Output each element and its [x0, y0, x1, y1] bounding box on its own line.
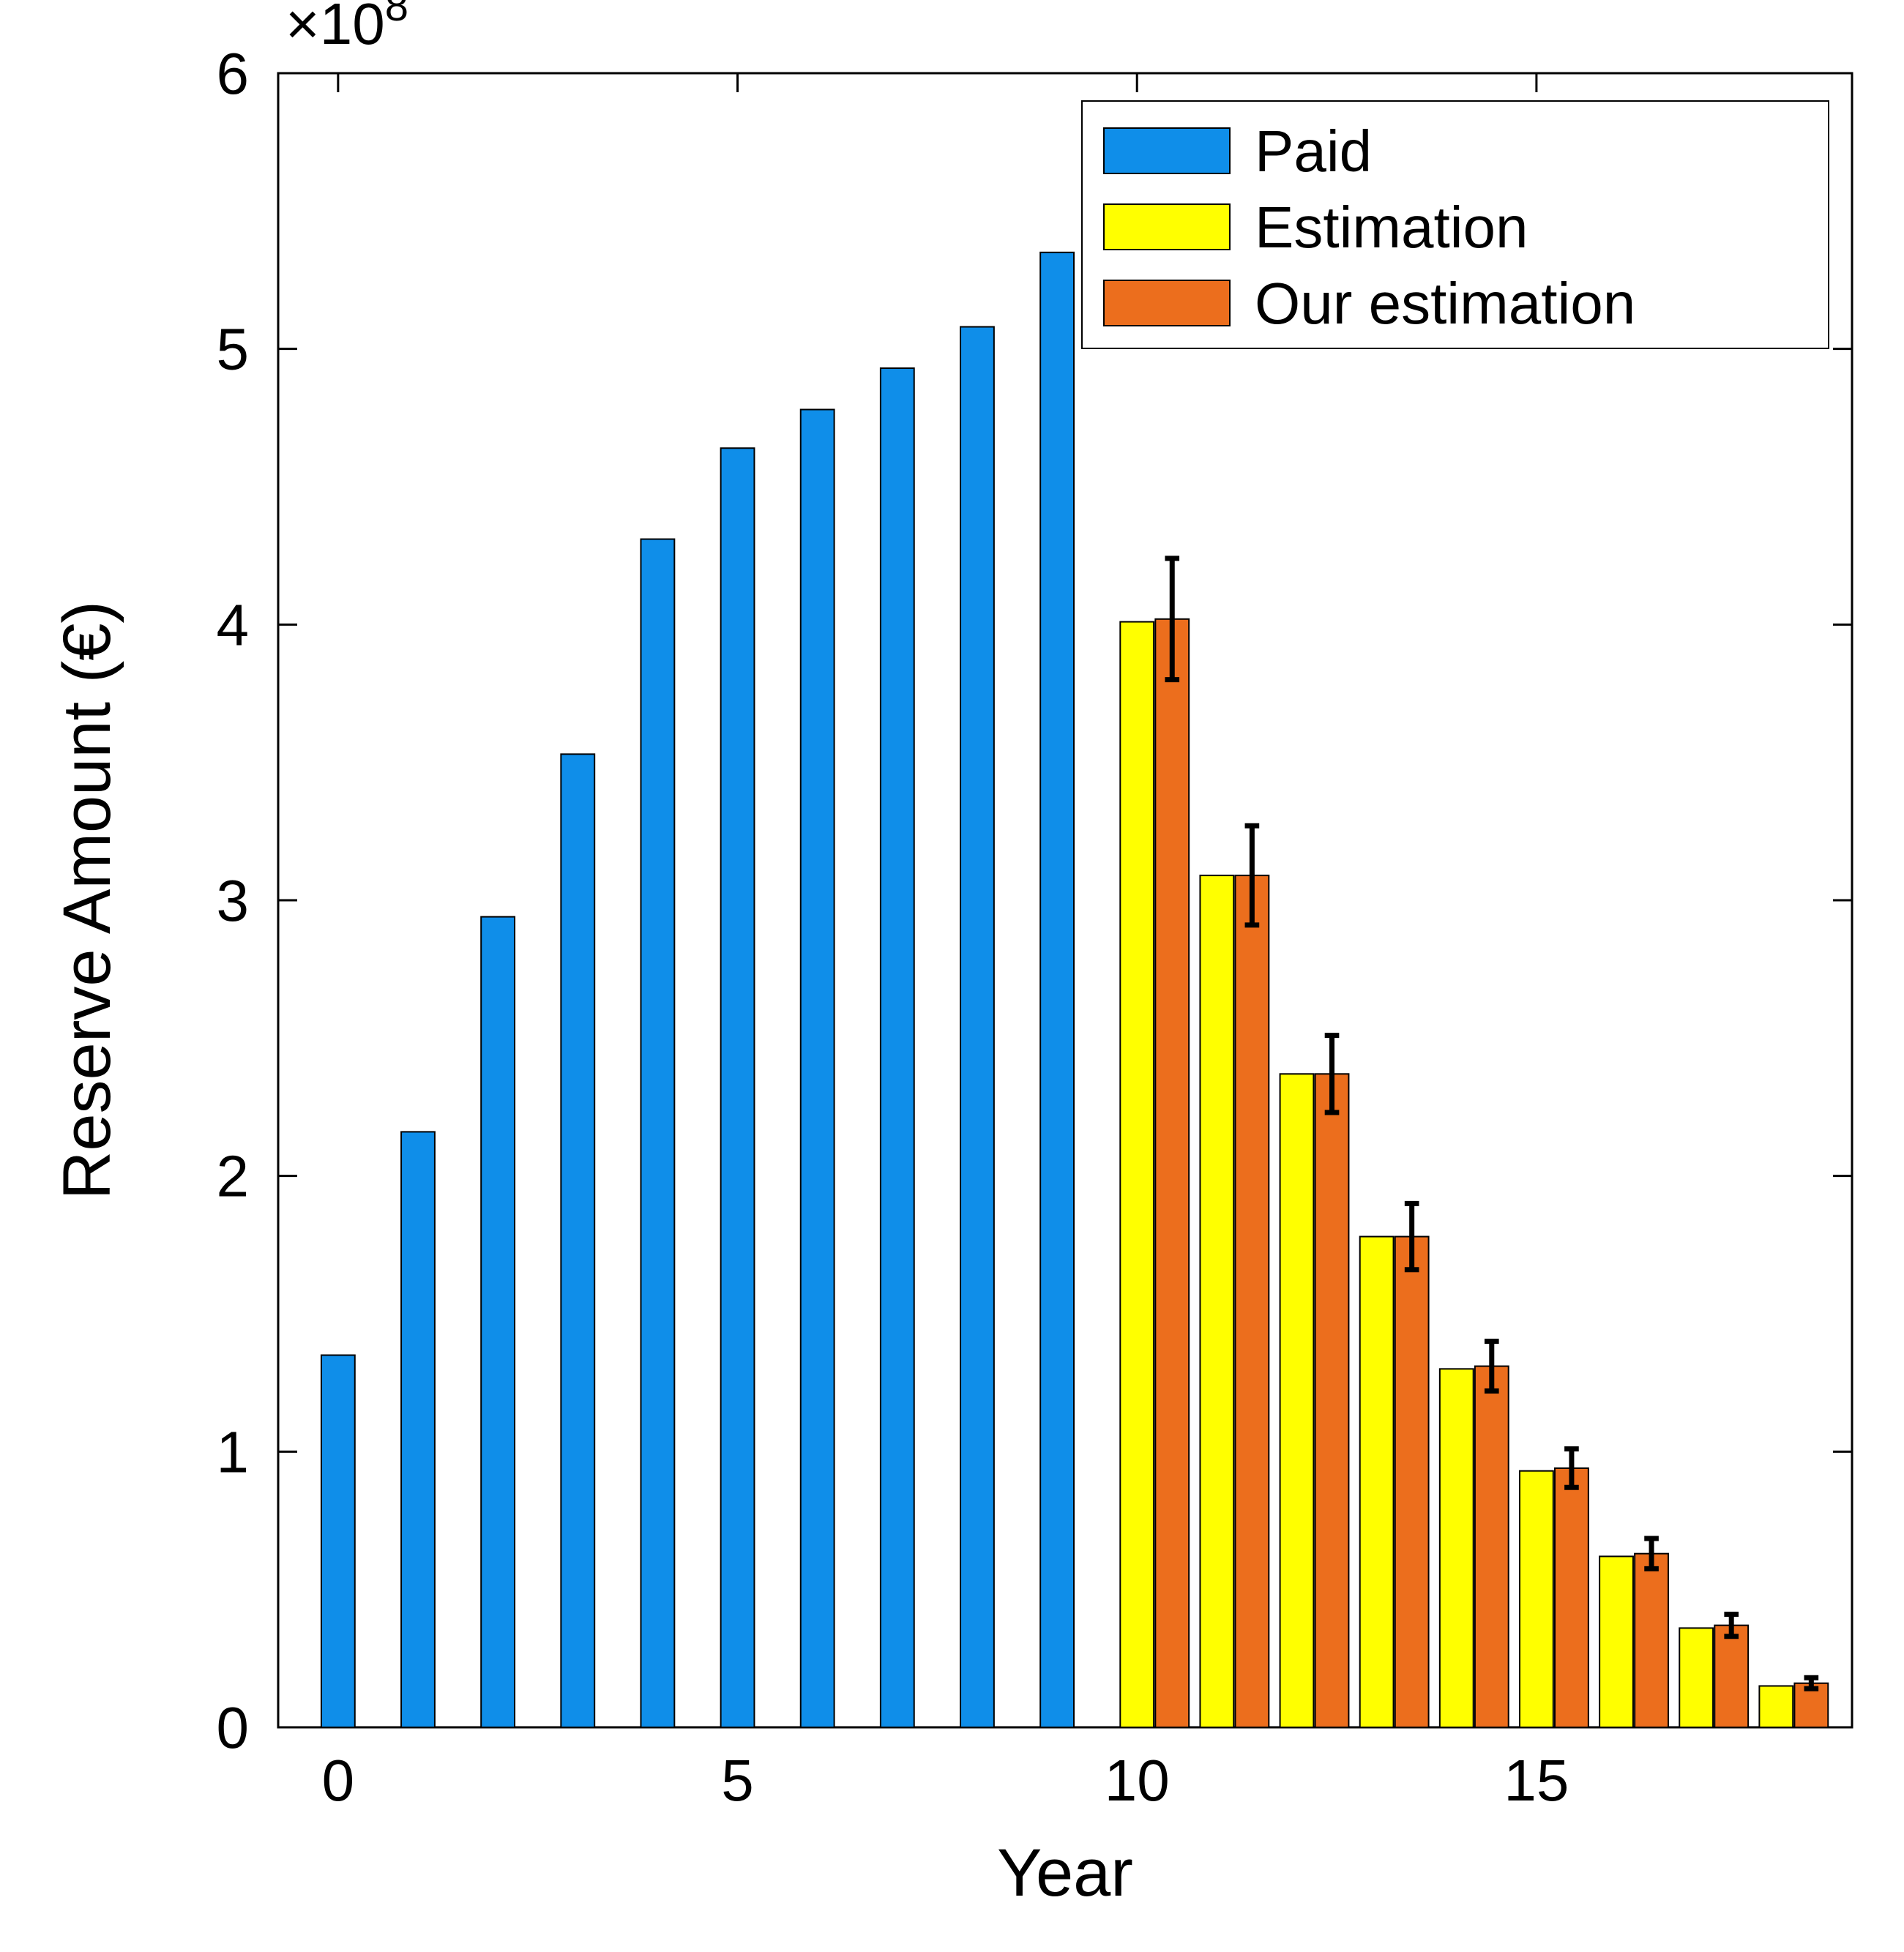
bar: [1679, 1628, 1713, 1727]
bar: [321, 1355, 355, 1728]
x-axis-label: Year: [997, 1836, 1133, 1910]
legend-swatch: [1104, 128, 1230, 173]
bar: [881, 368, 914, 1727]
reserve-chart: 0 5 10 15 0 1 2 3 4 5 6 ×108 Year Reserve Amount (€) P…: [0, 0, 1904, 1952]
bar: [1440, 1369, 1474, 1727]
y-tick-label: 4: [217, 592, 250, 657]
y-tick-label: 3: [217, 868, 250, 933]
y-tick-label: 2: [217, 1144, 250, 1209]
bar: [1280, 1074, 1314, 1727]
bar: [960, 327, 994, 1727]
svg-text:×108: ×108: [285, 0, 408, 56]
bar: [1200, 875, 1233, 1727]
y-exponent-label: ×108: [285, 0, 408, 56]
bar: [641, 539, 674, 1727]
legend-swatch: [1104, 280, 1230, 326]
bar: [401, 1132, 435, 1727]
y-tick-label: 5: [217, 317, 250, 382]
x-tick-label: 0: [322, 1748, 355, 1813]
bar: [1599, 1556, 1633, 1727]
bar: [1714, 1626, 1748, 1727]
bar: [801, 410, 835, 1727]
y-tick-label: 0: [217, 1695, 250, 1760]
legend-swatch: [1104, 204, 1230, 250]
bar: [721, 448, 755, 1727]
bar: [1315, 1074, 1349, 1727]
bar: [1395, 1237, 1429, 1727]
bar: [1555, 1468, 1588, 1727]
legend-label: Paid: [1255, 119, 1372, 184]
bar: [1120, 622, 1154, 1727]
bar: [1475, 1366, 1509, 1727]
x-tick-label: 15: [1504, 1748, 1569, 1813]
bar: [561, 754, 594, 1727]
y-tick-label: 6: [217, 41, 250, 106]
bar: [1635, 1554, 1668, 1727]
legend: Paid Estimation Our estimation: [1082, 101, 1829, 348]
bar: [1155, 619, 1189, 1727]
chart-container: 0 5 10 15 0 1 2 3 4 5 6 ×108 Year Reserve Amount (€) P…: [0, 0, 1904, 1952]
y-tick-label: 1: [217, 1419, 250, 1484]
legend-label: Our estimation: [1255, 271, 1635, 336]
x-tick-label: 10: [1105, 1748, 1170, 1813]
bar: [1360, 1237, 1394, 1727]
bar: [1759, 1686, 1793, 1728]
y-axis-label: Reserve Amount (€): [50, 601, 124, 1200]
bar: [1235, 875, 1269, 1727]
bar: [481, 917, 515, 1727]
bar: [1040, 253, 1074, 1727]
legend-label: Estimation: [1255, 195, 1528, 260]
x-tick-label: 5: [721, 1748, 754, 1813]
bar: [1520, 1471, 1553, 1727]
